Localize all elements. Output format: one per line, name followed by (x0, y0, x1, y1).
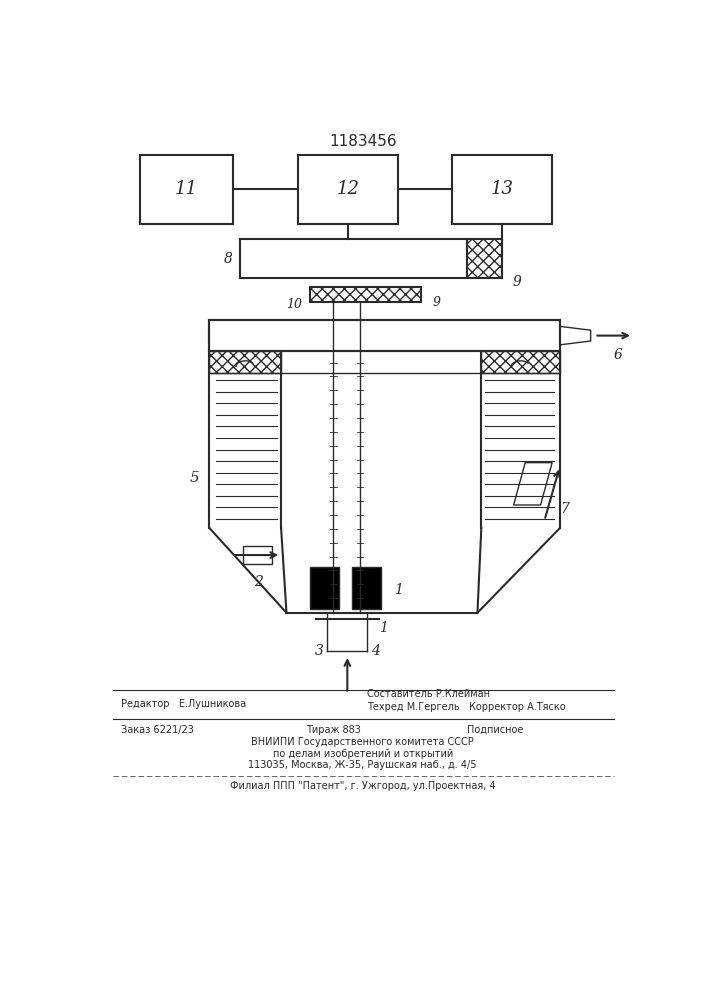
Text: 9: 9 (512, 275, 521, 289)
Text: 5: 5 (189, 471, 199, 485)
Text: Филиал ППП "Патент", г. Ужгород, ул.Проектная, 4: Филиал ППП "Патент", г. Ужгород, ул.Прое… (230, 781, 496, 791)
Bar (310, 567, 339, 609)
Bar (467, 239, 502, 278)
Text: 6: 6 (614, 348, 623, 362)
Text: Составитель Р.Клейман: Составитель Р.Клейман (368, 689, 491, 699)
Text: 8: 8 (223, 252, 233, 266)
Text: Подписное: Подписное (467, 725, 524, 735)
Bar (240, 239, 467, 278)
Text: Заказ 6221/23: Заказ 6221/23 (121, 725, 194, 735)
Text: Техред М.Гергель   Корректор А.Тяско: Техред М.Гергель Корректор А.Тяско (368, 702, 566, 712)
Text: 12: 12 (337, 180, 360, 198)
Bar (452, 155, 552, 224)
Text: 2: 2 (254, 575, 262, 589)
Bar (140, 155, 233, 224)
Text: 10: 10 (286, 298, 302, 311)
Text: ВНИИПИ Государственного комитета СССР: ВНИИПИ Государственного комитета СССР (252, 737, 474, 747)
Polygon shape (514, 463, 552, 505)
Text: по делам изобретений и открытий: по делам изобретений и открытий (273, 749, 453, 759)
Bar (209, 320, 560, 351)
Text: Тираж 883: Тираж 883 (305, 725, 361, 735)
Bar (310, 287, 421, 302)
Text: Редактор   Е.Лушникова: Редактор Е.Лушникова (121, 699, 246, 709)
Text: 1183456: 1183456 (329, 134, 397, 149)
Bar (352, 567, 381, 609)
Polygon shape (560, 326, 590, 345)
Text: 13: 13 (491, 180, 513, 198)
Text: 7: 7 (560, 502, 568, 516)
Text: 9: 9 (433, 296, 440, 309)
Text: 11: 11 (175, 180, 198, 198)
Bar (209, 351, 281, 373)
Text: 1: 1 (395, 583, 403, 597)
Text: 3: 3 (315, 644, 324, 658)
Bar (481, 351, 560, 373)
Bar (298, 155, 398, 224)
Text: 1: 1 (379, 621, 387, 635)
Text: 4: 4 (371, 644, 380, 658)
Bar (243, 546, 272, 564)
Text: 113035, Москва, Ж-35, Раушская наб., д. 4/5: 113035, Москва, Ж-35, Раушская наб., д. … (248, 760, 477, 770)
